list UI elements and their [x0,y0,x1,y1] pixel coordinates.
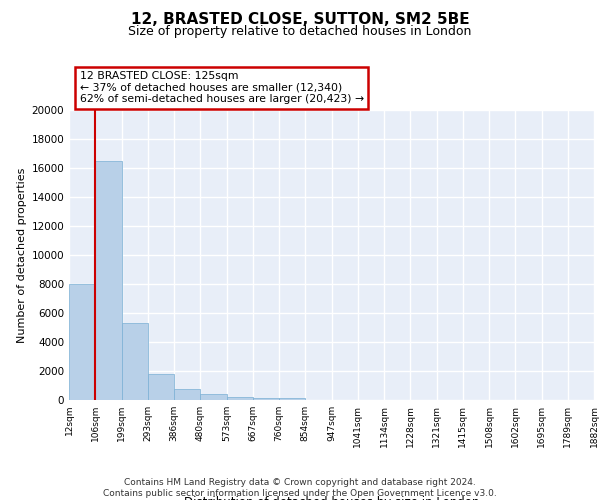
Bar [174,389,200,400]
Text: 12, BRASTED CLOSE, SUTTON, SM2 5BE: 12, BRASTED CLOSE, SUTTON, SM2 5BE [131,12,469,28]
Bar [253,398,279,400]
Bar [69,284,95,400]
Bar [200,394,227,400]
Text: Contains HM Land Registry data © Crown copyright and database right 2024.
Contai: Contains HM Land Registry data © Crown c… [103,478,497,498]
Y-axis label: Number of detached properties: Number of detached properties [17,168,27,342]
Bar [227,397,253,400]
Bar [148,374,174,400]
Bar [279,398,305,400]
Bar [95,161,121,400]
Bar [121,323,148,400]
Text: 12 BRASTED CLOSE: 125sqm
← 37% of detached houses are smaller (12,340)
62% of se: 12 BRASTED CLOSE: 125sqm ← 37% of detach… [79,71,364,104]
Text: Size of property relative to detached houses in London: Size of property relative to detached ho… [128,25,472,38]
X-axis label: Distribution of detached houses by size in London: Distribution of detached houses by size … [184,496,479,500]
